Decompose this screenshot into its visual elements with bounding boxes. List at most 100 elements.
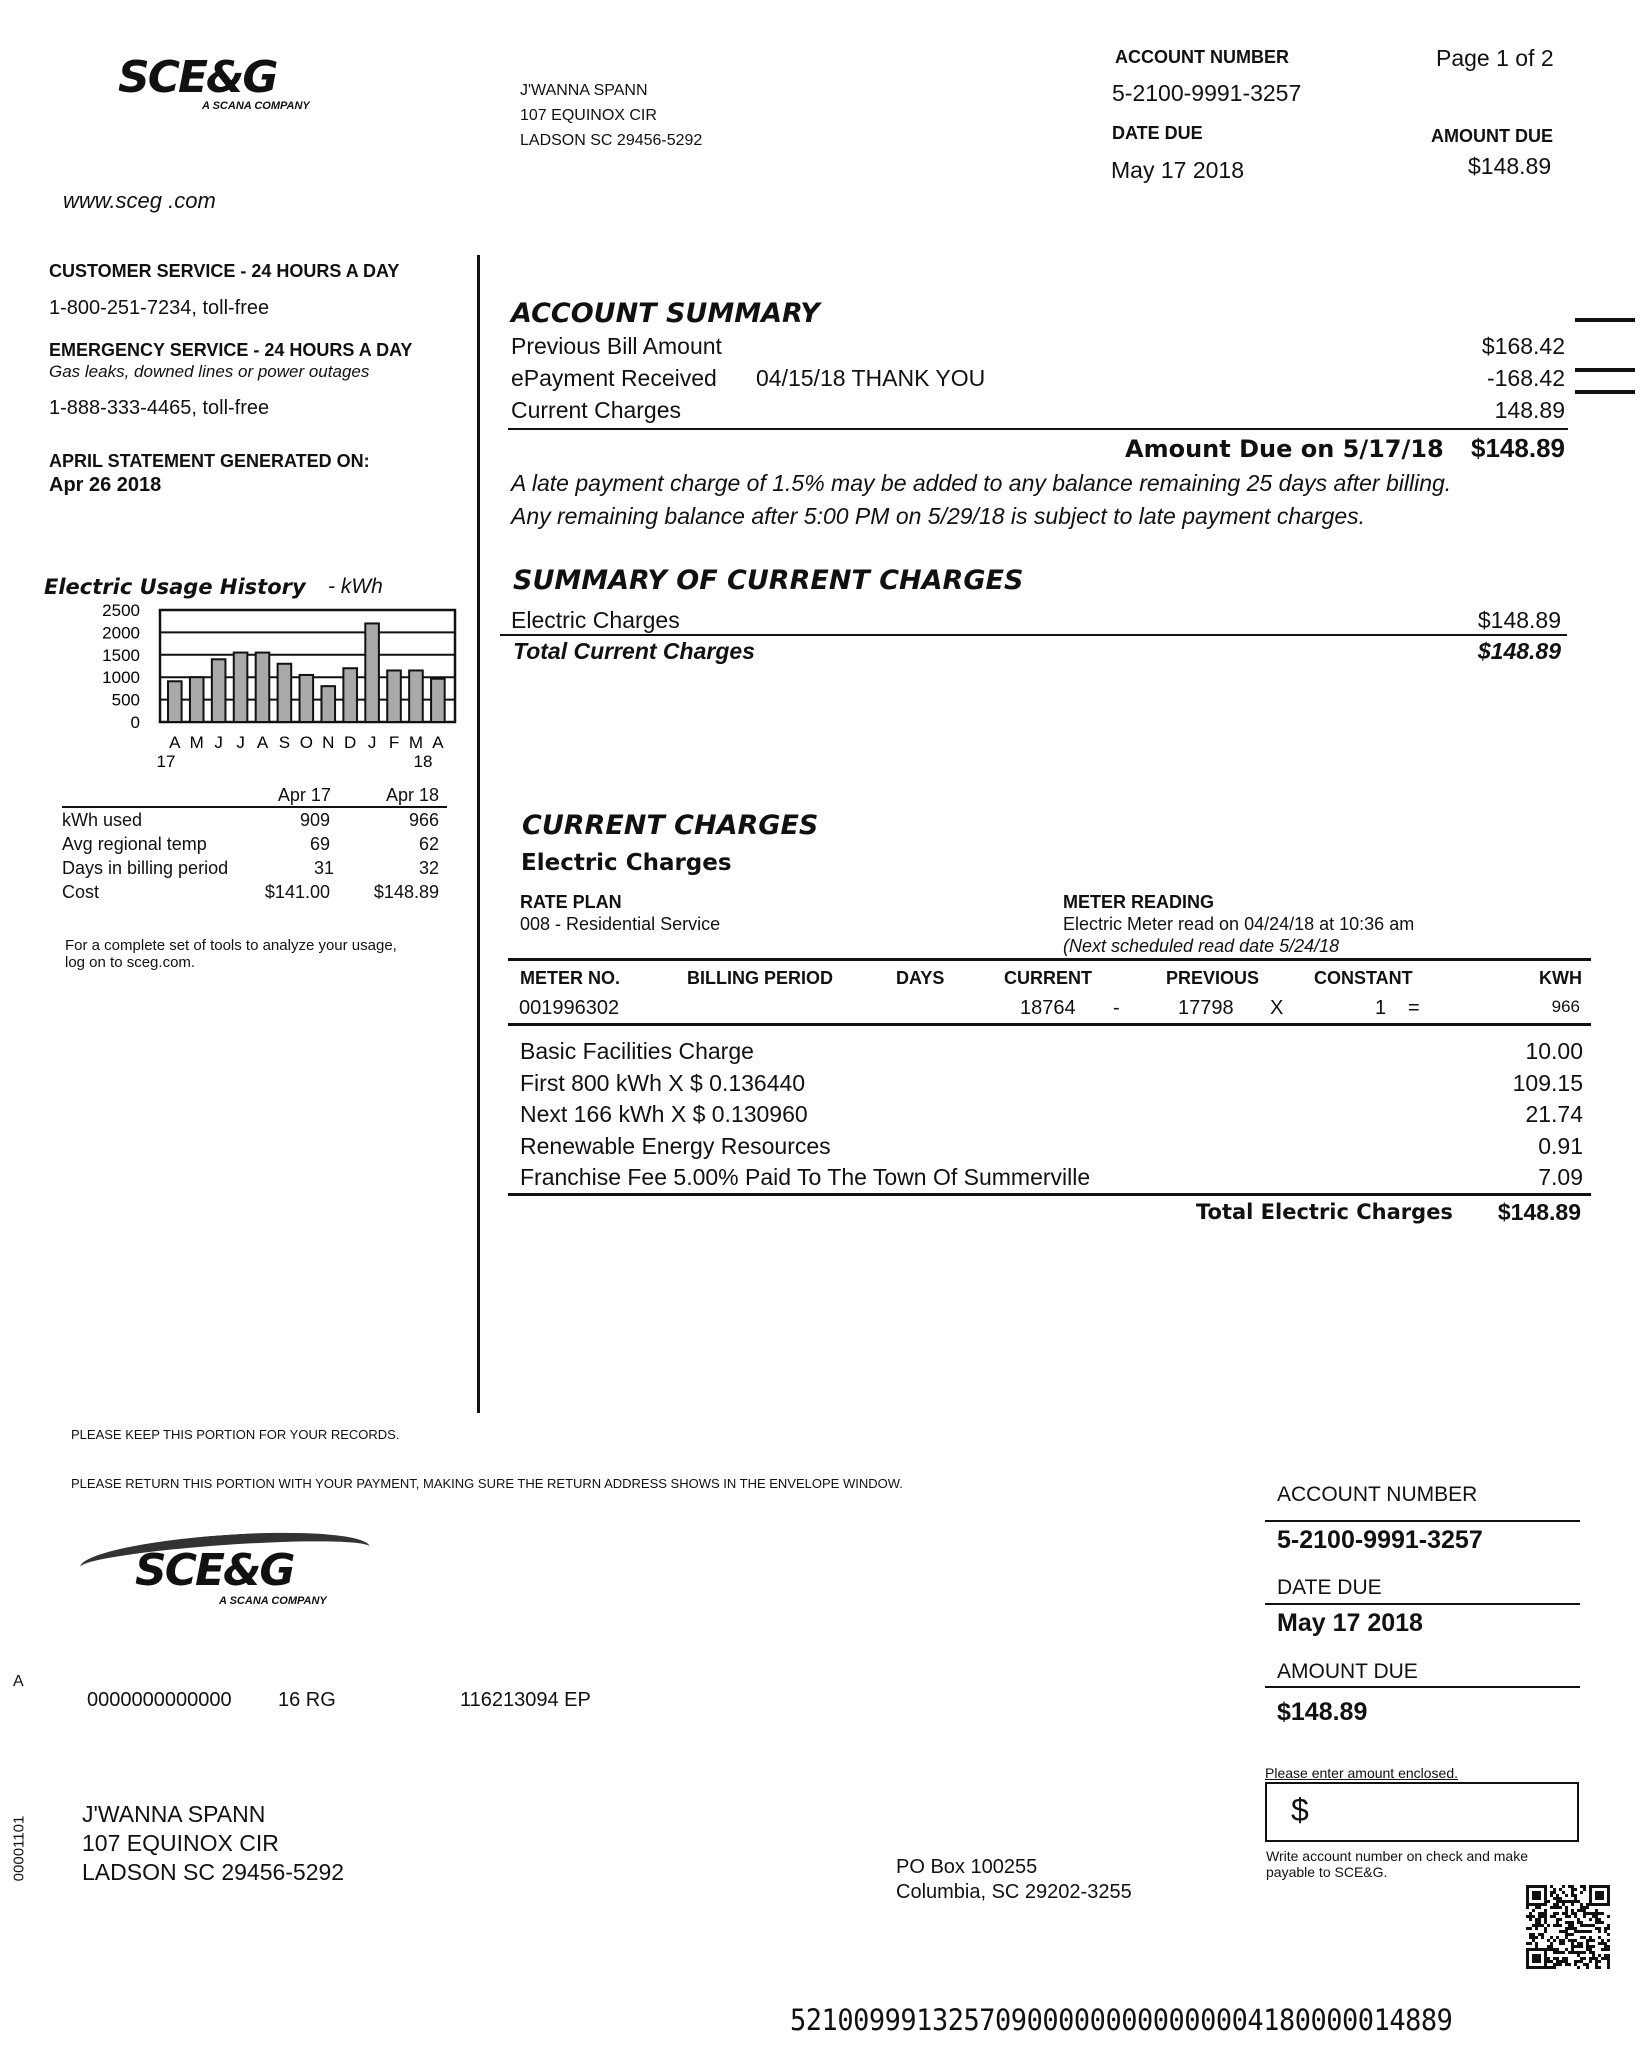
qr-module (1529, 1903, 1532, 1906)
qr-module (1601, 1885, 1604, 1888)
qr-module (1589, 1897, 1592, 1900)
qr-module (1538, 1912, 1541, 1915)
remit-line: PO Box 100255 (896, 1856, 1038, 1878)
charge-value: 109.15 (1512, 1069, 1583, 1096)
qr-module (1565, 1960, 1568, 1963)
qr-module (1562, 1939, 1565, 1942)
scan-code-2: 16 RG (278, 1689, 336, 1711)
qr-module (1598, 1954, 1601, 1957)
qr-module (1556, 1894, 1559, 1897)
qr-module (1589, 1894, 1592, 1897)
qr-module (1562, 1951, 1565, 1954)
qr-module (1580, 1960, 1583, 1963)
qr-module (1553, 1948, 1556, 1951)
year-label: 18 (414, 752, 433, 771)
meter-constant: 1 (1375, 997, 1387, 1019)
qr-module (1562, 1912, 1565, 1915)
qr-module (1580, 1921, 1583, 1924)
qr-module (1550, 1915, 1553, 1918)
qr-module (1580, 1891, 1583, 1894)
qr-module (1580, 1906, 1583, 1909)
usage-chart-unit: - kWh (328, 575, 383, 598)
qr-module (1559, 1918, 1562, 1921)
address-line-2: LADSON SC 29456-5292 (520, 132, 703, 149)
amount-enclosed-input[interactable]: $ (1265, 1782, 1579, 1842)
qr-module (1541, 1924, 1544, 1927)
qr-module (1577, 1918, 1580, 1921)
qr-module (1532, 1939, 1535, 1942)
meter-column-header: KWH (1539, 968, 1582, 988)
website-link[interactable]: www.sceg .com (63, 188, 216, 213)
qr-module (1538, 1894, 1541, 1897)
qr-module (1532, 1903, 1535, 1906)
divider (500, 634, 1567, 636)
charge-line: Renewable Energy Resources 0.91 (520, 1131, 1583, 1163)
scan-code-1: 0000000000000 (87, 1689, 232, 1711)
qr-module (1571, 1903, 1574, 1906)
qr-module (1529, 1918, 1532, 1921)
qr-module (1589, 1900, 1592, 1903)
qr-module (1595, 1966, 1598, 1969)
qr-module (1562, 1930, 1565, 1933)
x-tick-label: M (190, 733, 204, 752)
qr-module (1598, 1960, 1601, 1963)
scan-code-3: 116213094 EP (460, 1689, 591, 1711)
apr18-value: 32 (418, 858, 439, 878)
qr-module (1556, 1963, 1559, 1966)
qr-module (1565, 1912, 1568, 1915)
qr-module (1544, 1948, 1547, 1951)
qr-module (1595, 1957, 1598, 1960)
qr-module (1595, 1903, 1598, 1906)
qr-module (1526, 1897, 1529, 1900)
qr-module (1526, 1948, 1529, 1951)
stub-amount-due: $148.89 (1277, 1698, 1368, 1726)
qr-module (1577, 1966, 1580, 1969)
qr-module (1526, 1963, 1529, 1966)
qr-module (1571, 1945, 1574, 1948)
sceg-logo: SCE&G (118, 52, 279, 103)
omr-mark (1575, 318, 1635, 322)
y-tick-label: 500 (112, 691, 140, 710)
qr-module (1553, 1957, 1556, 1960)
qr-module (1604, 1885, 1607, 1888)
column-divider (477, 255, 480, 1413)
qr-module (1589, 1945, 1592, 1948)
qr-module (1544, 1954, 1547, 1957)
next-read-date: (Next scheduled read date 5/24/18 (1063, 936, 1340, 956)
qr-module (1607, 1894, 1610, 1897)
qr-module (1526, 1903, 1529, 1906)
qr-module (1526, 1891, 1529, 1894)
qr-module (1574, 1888, 1577, 1891)
qr-module (1595, 1894, 1598, 1897)
qr-module (1544, 1957, 1547, 1960)
x-tick-label: F (389, 733, 399, 752)
qr-module (1574, 1960, 1577, 1963)
qr-module (1547, 1939, 1550, 1942)
mailing-address: J'WANNA SPANN 107 EQUINOX CIR LADSON SC … (520, 78, 702, 153)
qr-module (1583, 1936, 1586, 1939)
qr-module (1559, 1942, 1562, 1945)
x-tick-label: O (300, 733, 313, 752)
divider (508, 958, 1591, 961)
qr-module (1544, 1900, 1547, 1903)
qr-module (1592, 1915, 1595, 1918)
qr-module (1550, 1942, 1553, 1945)
comparison-row: Cost $141.00 $148.89 (62, 880, 447, 904)
qr-module (1574, 1963, 1577, 1966)
qr-module (1586, 1948, 1589, 1951)
qr-module (1559, 1897, 1562, 1900)
qr-module (1586, 1966, 1589, 1969)
electric-charges-label: Electric Charges (511, 607, 680, 633)
omr-mark (1575, 368, 1635, 372)
account-number-label: ACCOUNT NUMBER (1115, 47, 1289, 67)
meter-read-date: Electric Meter read on 04/24/18 at 10:36… (1063, 914, 1415, 934)
qr-module (1607, 1927, 1610, 1930)
qr-module (1547, 1966, 1550, 1969)
customer-name: J'WANNA SPANN (520, 82, 648, 99)
qr-module (1550, 1936, 1553, 1939)
qr-module (1589, 1912, 1592, 1915)
qr-module (1598, 1942, 1601, 1945)
qr-module (1574, 1930, 1577, 1933)
qr-module (1589, 1885, 1592, 1888)
qr-module (1544, 1909, 1547, 1912)
